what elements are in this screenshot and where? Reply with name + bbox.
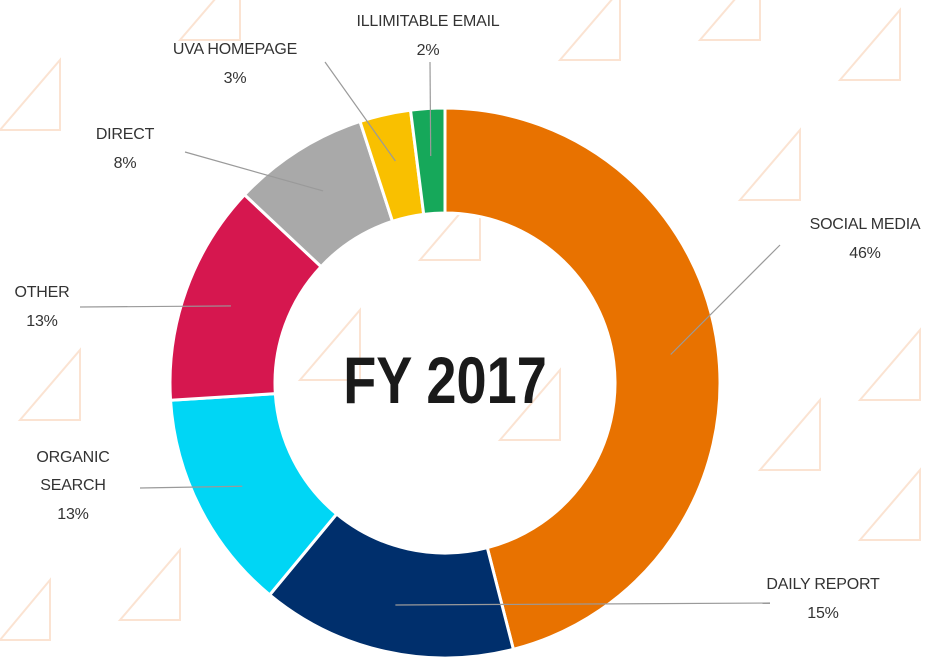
- slice-value-label: 2%: [416, 42, 440, 59]
- slice-label: OTHER: [14, 284, 70, 301]
- donut-slice: [408, 106, 447, 217]
- slice-value-label: 13%: [57, 506, 89, 523]
- leader-line: [139, 485, 243, 489]
- leader-line: [670, 244, 781, 355]
- slice-label: ORGANIC SEARCH: [36, 449, 110, 494]
- slice-value-label: 8%: [113, 155, 137, 172]
- slice-label: DAILY REPORT: [766, 576, 880, 593]
- slice-label: ILLIMITABLE EMAIL: [356, 13, 500, 30]
- background-pattern: [0, 0, 921, 641]
- slice-label: UVA HOMEPAGE: [172, 41, 298, 58]
- leader-line: [429, 61, 432, 156]
- slice-value-label: 13%: [26, 313, 58, 330]
- slice-label: DIRECT: [95, 126, 155, 143]
- slice-label: SOCIAL MEDIA: [809, 216, 921, 233]
- center-title: FY 2017: [343, 343, 547, 417]
- leader-line: [79, 305, 231, 308]
- slice-value-label: 46%: [849, 245, 881, 262]
- leader-line: [324, 61, 396, 162]
- leader-line: [395, 602, 771, 606]
- slice-value-label: 3%: [223, 70, 247, 87]
- leader-line: [184, 151, 324, 192]
- slice-value-label: 15%: [807, 605, 839, 622]
- donut-slice: [443, 106, 722, 652]
